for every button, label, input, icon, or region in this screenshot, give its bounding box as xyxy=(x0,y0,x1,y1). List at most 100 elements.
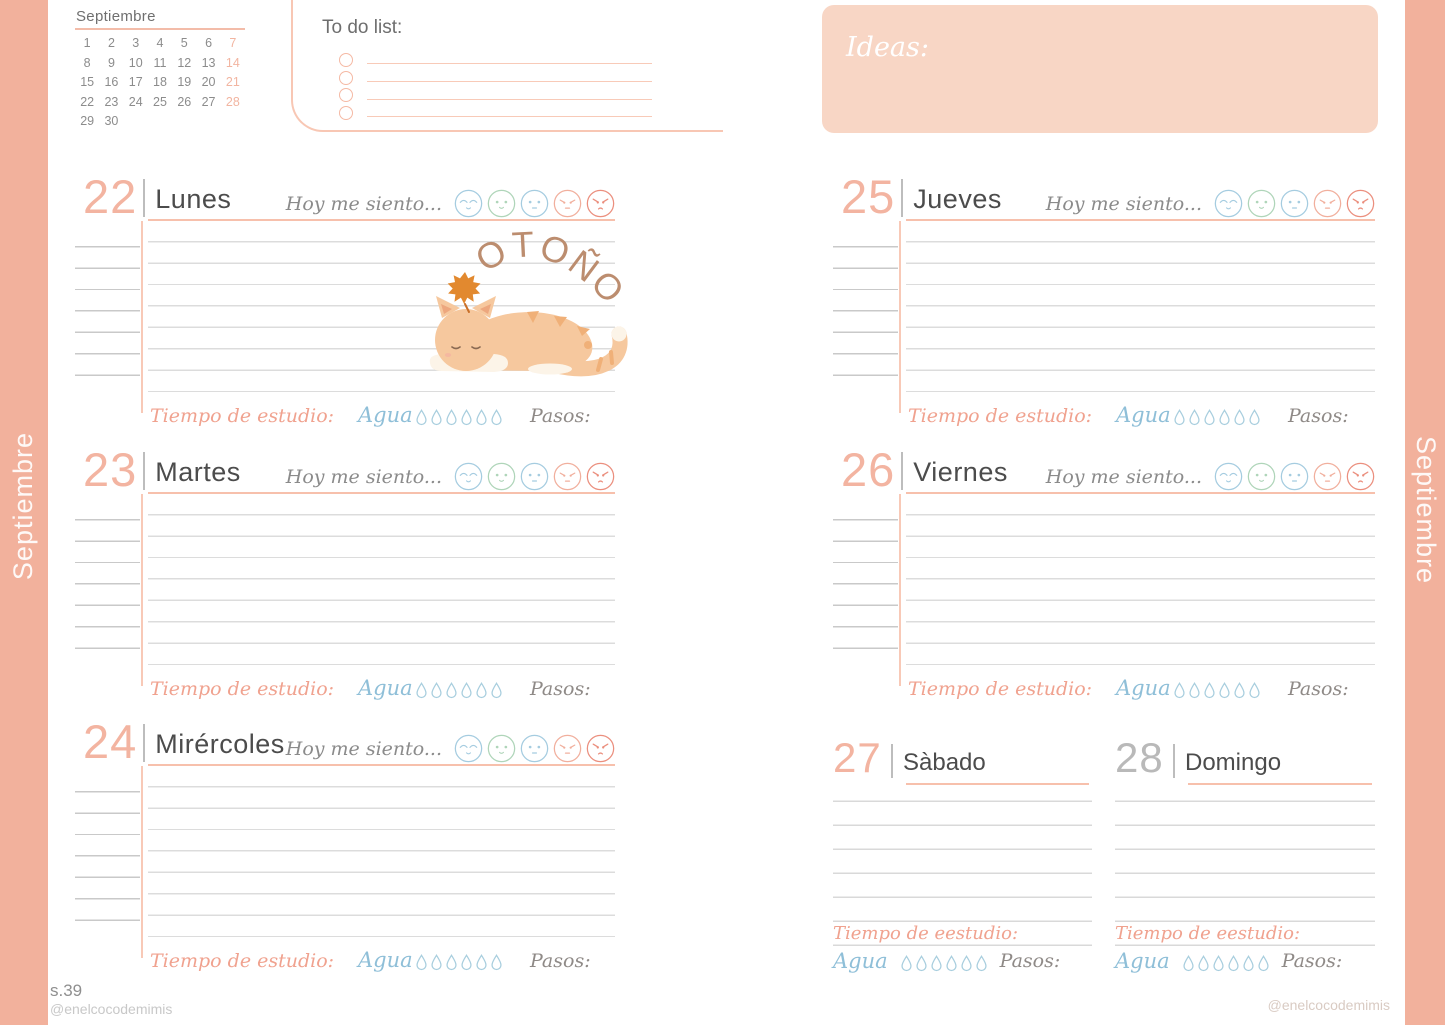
calendar-day[interactable]: 26 xyxy=(177,94,192,109)
calendar-day[interactable]: 15 xyxy=(80,75,95,89)
mood-very-happy-icon[interactable] xyxy=(1214,462,1243,491)
calendar-day[interactable]: 23 xyxy=(104,94,119,109)
water-drop-icon[interactable] xyxy=(1242,955,1255,972)
todo-row[interactable] xyxy=(339,104,652,122)
calendar-day[interactable]: 18 xyxy=(153,75,167,89)
water-drop-icon[interactable] xyxy=(930,955,943,972)
calendar-day[interactable]: 30 xyxy=(104,114,119,128)
water-drop-icon[interactable] xyxy=(445,954,458,971)
mood-neutral-icon[interactable] xyxy=(520,462,549,491)
mood-happy-icon[interactable] xyxy=(487,462,516,491)
calendar-day[interactable]: 25 xyxy=(153,94,167,109)
water-drop-icon[interactable] xyxy=(1212,955,1225,972)
notes-area[interactable] xyxy=(1115,778,1375,950)
calendar-day[interactable]: 10 xyxy=(128,55,143,70)
mood-sad-icon[interactable] xyxy=(1313,462,1342,491)
mood-sad-icon[interactable] xyxy=(553,189,582,218)
water-drop-icon[interactable] xyxy=(430,954,443,971)
water-drop-icon[interactable] xyxy=(1233,409,1246,426)
calendar-day[interactable]: 3 xyxy=(132,36,140,50)
mood-angry-icon[interactable] xyxy=(586,462,615,491)
water-drop-icon[interactable] xyxy=(445,409,458,426)
water-drop-icon[interactable] xyxy=(415,682,428,699)
water-drop-icon[interactable] xyxy=(1203,682,1216,699)
calendar-day[interactable]: 17 xyxy=(128,75,143,89)
notes-area[interactable] xyxy=(906,221,1375,395)
water-drop-icon[interactable] xyxy=(490,409,503,426)
water-drop-icon[interactable] xyxy=(960,955,973,972)
calendar-day[interactable]: 2 xyxy=(107,36,115,50)
water-drop-icon[interactable] xyxy=(445,682,458,699)
water-drop-icon[interactable] xyxy=(1248,409,1261,426)
margin-lines[interactable] xyxy=(75,226,140,392)
mood-neutral-icon[interactable] xyxy=(520,734,549,763)
notes-area[interactable] xyxy=(833,778,1092,950)
water-drop-icon[interactable] xyxy=(1203,409,1216,426)
water-drop-icon[interactable] xyxy=(1257,955,1270,972)
water-drop-icon[interactable] xyxy=(900,955,913,972)
mood-angry-icon[interactable] xyxy=(586,189,615,218)
water-drop-icon[interactable] xyxy=(460,409,473,426)
water-drop-icon[interactable] xyxy=(1197,955,1210,972)
todo-write-line[interactable] xyxy=(367,98,652,100)
todo-row[interactable] xyxy=(339,86,652,104)
mood-neutral-icon[interactable] xyxy=(1280,189,1309,218)
calendar-day[interactable]: 5 xyxy=(180,36,188,50)
mood-neutral-icon[interactable] xyxy=(520,189,549,218)
calendar-day[interactable]: 11 xyxy=(153,55,167,70)
water-drop-icon[interactable] xyxy=(430,409,443,426)
water-drop-icon[interactable] xyxy=(1182,955,1195,972)
water-drop-icon[interactable] xyxy=(475,409,488,426)
todo-checkbox[interactable] xyxy=(339,105,353,120)
calendar-day[interactable]: 9 xyxy=(107,55,115,70)
water-drop-icon[interactable] xyxy=(475,954,488,971)
mood-angry-icon[interactable] xyxy=(1346,462,1375,491)
todo-write-line[interactable] xyxy=(367,116,652,118)
mood-neutral-icon[interactable] xyxy=(1280,462,1309,491)
water-drop-icon[interactable] xyxy=(1227,955,1240,972)
mood-very-happy-icon[interactable] xyxy=(454,462,483,491)
water-drop-icon[interactable] xyxy=(1218,409,1231,426)
margin-lines[interactable] xyxy=(75,771,140,937)
calendar-day[interactable]: 8 xyxy=(83,55,91,70)
water-drop-icon[interactable] xyxy=(490,954,503,971)
water-drop-icon[interactable] xyxy=(945,955,958,972)
calendar-day[interactable]: 1 xyxy=(83,36,91,50)
mood-angry-icon[interactable] xyxy=(1346,189,1375,218)
calendar-day[interactable]: 16 xyxy=(104,75,119,89)
mood-happy-icon[interactable] xyxy=(487,189,516,218)
calendar-day[interactable]: 29 xyxy=(80,114,95,128)
calendar-day[interactable]: 4 xyxy=(156,36,164,50)
calendar-day[interactable]: 24 xyxy=(128,94,143,109)
calendar-day[interactable]: 19 xyxy=(177,75,192,89)
water-drop-icon[interactable] xyxy=(415,954,428,971)
mood-very-happy-icon[interactable] xyxy=(454,189,483,218)
water-drop-icon[interactable] xyxy=(1188,682,1201,699)
mood-very-happy-icon[interactable] xyxy=(454,734,483,763)
mood-sad-icon[interactable] xyxy=(553,734,582,763)
water-drop-icon[interactable] xyxy=(490,682,503,699)
water-drop-icon[interactable] xyxy=(475,682,488,699)
calendar-day[interactable]: 13 xyxy=(201,55,216,70)
margin-lines[interactable] xyxy=(833,499,898,665)
ideas-box[interactable]: Ideas: xyxy=(822,5,1378,133)
todo-row[interactable] xyxy=(339,69,652,87)
todo-checkbox[interactable] xyxy=(339,88,353,103)
calendar-day[interactable]: 7 xyxy=(229,36,237,50)
notes-area[interactable] xyxy=(906,494,1375,668)
month-tab-left[interactable]: Septiembre xyxy=(0,0,48,1025)
mood-sad-icon[interactable] xyxy=(553,462,582,491)
notes-area[interactable] xyxy=(148,494,615,668)
calendar-day[interactable]: 21 xyxy=(225,75,240,89)
water-drop-icon[interactable] xyxy=(415,409,428,426)
todo-write-line[interactable] xyxy=(367,63,652,65)
water-drop-icon[interactable] xyxy=(1233,682,1246,699)
water-drop-icon[interactable] xyxy=(460,682,473,699)
todo-row[interactable] xyxy=(339,51,652,69)
calendar-day[interactable]: 20 xyxy=(201,75,216,89)
mood-sad-icon[interactable] xyxy=(1313,189,1342,218)
mood-very-happy-icon[interactable] xyxy=(1214,189,1243,218)
margin-lines[interactable] xyxy=(75,499,140,665)
notes-area[interactable] xyxy=(148,766,615,940)
calendar-day[interactable]: 14 xyxy=(225,55,240,70)
